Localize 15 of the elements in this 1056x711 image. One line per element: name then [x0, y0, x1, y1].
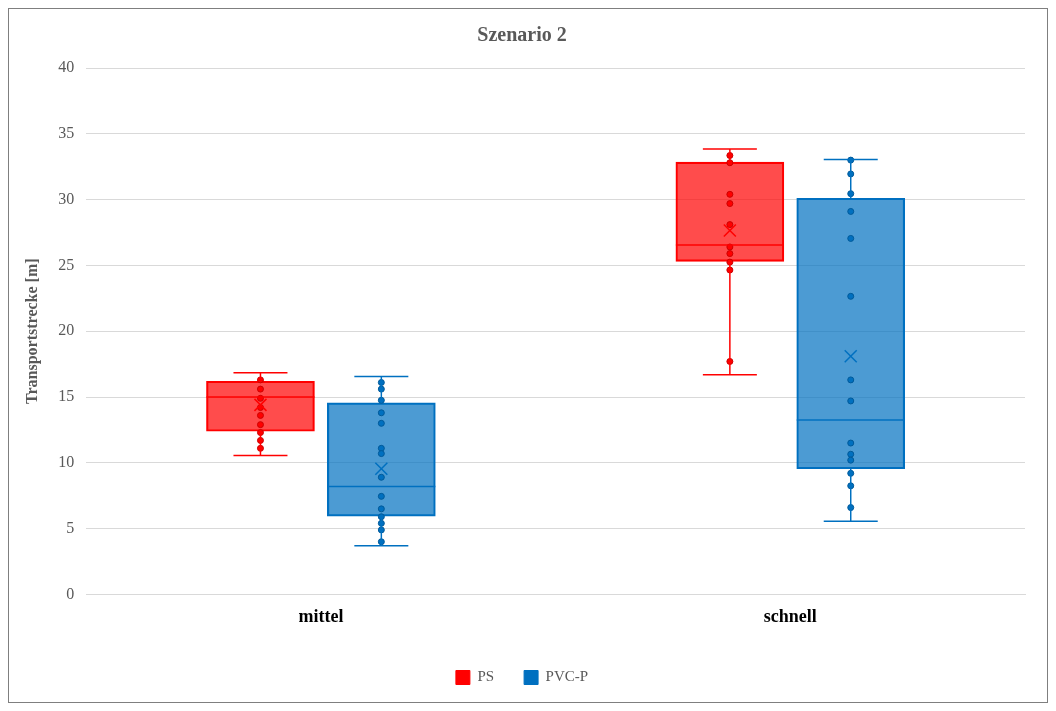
y-tick-label: 30 [58, 189, 75, 207]
legend-label: PVC-P [545, 668, 589, 685]
chart-title: Szenario 2 [477, 23, 567, 46]
y-axis-title: Transportstrecke [m] [22, 258, 41, 404]
y-tick-label: 25 [58, 255, 75, 273]
y-tick-label: 5 [66, 518, 75, 536]
y-tick-label: 35 [58, 124, 75, 141]
x-tick-label: mittel [298, 605, 344, 626]
y-tick-label: 20 [58, 321, 75, 339]
legend-label: PS [477, 668, 495, 685]
y-tick-label: 0 [66, 584, 75, 602]
y-tick-label: 40 [58, 58, 75, 76]
x-tick-label: schnell [763, 605, 817, 626]
y-tick-label: 15 [58, 387, 75, 405]
y-tick-label: 10 [58, 453, 75, 470]
